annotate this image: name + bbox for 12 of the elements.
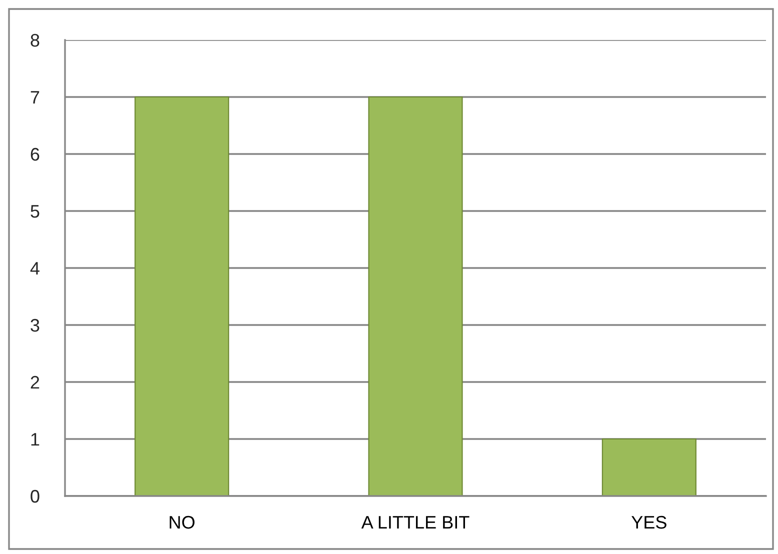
y-tick-label: 5 bbox=[30, 205, 40, 218]
x-tick-label: A LITTLE BIT bbox=[361, 516, 470, 529]
y-tick-label: 7 bbox=[30, 91, 40, 104]
y-tick-label: 8 bbox=[30, 34, 40, 47]
x-tick-label: NO bbox=[170, 516, 195, 529]
y-tick-label: 1 bbox=[31, 433, 40, 446]
y-tick-label: 0 bbox=[30, 490, 40, 503]
y-tick-label: 3 bbox=[30, 318, 40, 332]
y-tick-label: 6 bbox=[30, 148, 40, 161]
x-tick-label: YES bbox=[632, 516, 666, 529]
y-tick-label: 2 bbox=[30, 376, 40, 389]
y-tick-label: 4 bbox=[30, 262, 40, 275]
